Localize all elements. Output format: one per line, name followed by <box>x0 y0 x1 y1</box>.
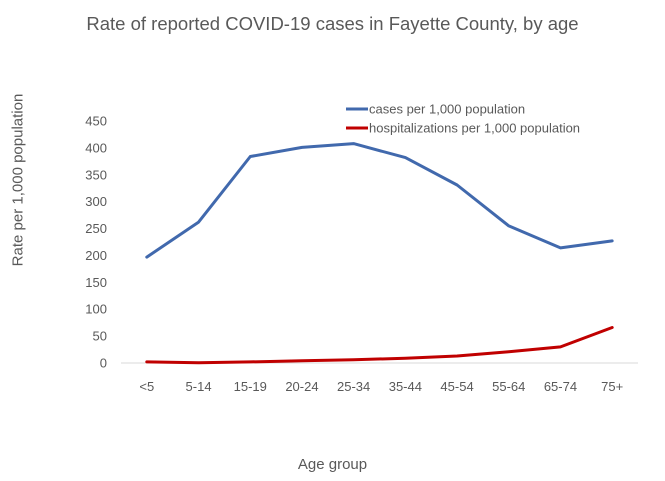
y-tick-label: 450 <box>85 114 107 129</box>
x-axis-ticks: <5 5-14 15-19 20-24 25-34 35-44 45-54 55-64 65-7… <box>139 379 623 394</box>
legend-label: cases per 1,000 population <box>369 102 525 117</box>
y-tick-label: 100 <box>85 302 107 317</box>
y-axis-ticks: 0 50 100 150 200 250 300 350 400 450 <box>85 114 107 371</box>
x-tick-label: 25-34 <box>337 379 370 394</box>
legend: cases per 1,000 population hospitalizatio… <box>346 102 580 136</box>
x-axis-label: Age group <box>297 456 368 473</box>
y-tick-label: 0 <box>100 356 107 371</box>
x-tick-label: 45-54 <box>440 379 473 394</box>
y-tick-label: 300 <box>85 194 107 209</box>
y-tick-label: 350 <box>85 167 107 182</box>
x-tick-label: 75+ <box>601 379 623 394</box>
series-line-0 <box>145 142 614 259</box>
legend-label: hospitalizations per 1,000 population <box>369 121 580 136</box>
x-tick-label: 35-44 <box>389 379 422 394</box>
y-tick-label: 50 <box>93 329 107 344</box>
x-tick-label: 15-19 <box>234 379 267 394</box>
x-tick-label: 65-74 <box>544 379 577 394</box>
x-tick-label: 55-64 <box>492 379 525 394</box>
chart-title: Rate of reported COVID-19 cases in Fayet… <box>86 13 579 34</box>
x-tick-label: <5 <box>139 379 154 394</box>
x-tick-label: 5-14 <box>186 379 212 394</box>
series-layer <box>145 142 614 365</box>
x-tick-label: 20-24 <box>285 379 318 394</box>
series-line-1 <box>145 326 614 365</box>
y-tick-label: 250 <box>85 221 107 236</box>
y-tick-label: 400 <box>85 140 107 155</box>
y-tick-label: 200 <box>85 248 107 263</box>
y-tick-label: 150 <box>85 275 107 290</box>
